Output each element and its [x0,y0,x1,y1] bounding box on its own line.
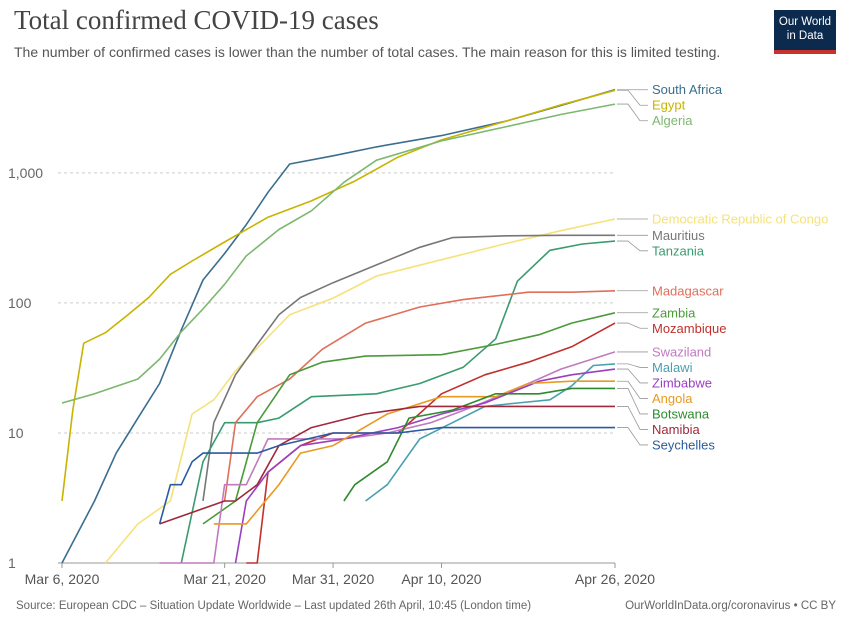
series-line-mauritius[interactable] [202,234,615,502]
series-label: Namibia [652,422,700,437]
series-line-tanzania[interactable] [180,240,616,564]
y-tick-label: 10 [8,425,24,441]
series-line-madagascar[interactable] [223,290,616,502]
series-line-seychelles[interactable] [158,426,615,525]
series-label: Egypt [652,98,686,113]
series-line-namibia[interactable] [159,405,615,525]
series-line-democratic-republic-of-congo[interactable] [104,218,616,564]
grid-lines [58,172,615,564]
series-label: Tanzania [652,243,705,258]
series-line-angola[interactable] [213,380,615,525]
x-tick-label: Apr 10, 2020 [401,571,481,587]
series-lines [61,88,616,564]
series-line-malawi[interactable] [365,363,616,502]
label-connector [617,322,648,329]
series-label: Madagascar [652,283,724,298]
credit-link[interactable]: OurWorldInData.org/coronavirus • CC BY [625,600,836,612]
series-label: Democratic Republic of Congo [652,211,828,226]
label-connector [617,427,648,446]
y-tick-label: 1,000 [8,165,43,181]
series-label: Seychelles [652,437,715,452]
series-label: Malawi [652,360,693,375]
series-label: Swaziland [652,344,711,359]
series-line-botswana[interactable] [343,387,615,502]
y-axis: 1 10 100 1,000 [8,165,43,571]
series-label: South Africa [652,82,723,97]
label-connector [617,240,648,252]
logo-line-2: in Data [786,30,824,42]
series-line-algeria[interactable] [61,103,616,404]
series-label: Zimbabwe [652,375,712,390]
series-line-mozambique[interactable] [246,322,616,564]
x-tick-label: Apr 26, 2020 [575,571,655,587]
series-line-zimbabwe[interactable] [234,368,616,564]
series-line-swaziland[interactable] [159,351,616,564]
chart-title: Total confirmed COVID-19 cases [14,5,379,35]
series-label: Mozambique [652,321,726,336]
label-connector [617,368,648,384]
series-label: Mauritius [652,228,705,243]
label-connector [617,388,648,415]
y-tick-label: 100 [8,295,32,311]
x-tick-label: Mar 6, 2020 [25,571,100,587]
label-connector [617,89,648,106]
label-connector [617,363,648,368]
x-tick-label: Mar 31, 2020 [292,571,375,587]
label-connector [617,103,648,122]
series-label: Botswana [652,406,710,421]
chart-subtitle: The number of confirmed cases is lower t… [14,44,721,60]
series-line-south-africa[interactable] [61,88,616,564]
x-axis: Mar 6, 2020 Mar 21, 2020 Mar 31, 2020 Apr 1… [25,562,655,587]
series-label: Zambia [652,305,696,320]
series-line-egypt[interactable] [61,89,616,502]
logo-line-1: Our World [778,16,832,28]
series-label: Algeria [652,113,693,128]
x-tick-label: Mar 21, 2020 [183,571,266,587]
source-note: Source: European CDC – Situation Update … [16,600,532,612]
label-connector [617,406,648,430]
series-label: Angola [652,391,693,406]
series-line-zambia[interactable] [202,312,616,525]
owid-logo[interactable]: Our World in Data [774,10,836,54]
label-connector [617,380,648,399]
y-tick-label: 1 [8,555,16,571]
